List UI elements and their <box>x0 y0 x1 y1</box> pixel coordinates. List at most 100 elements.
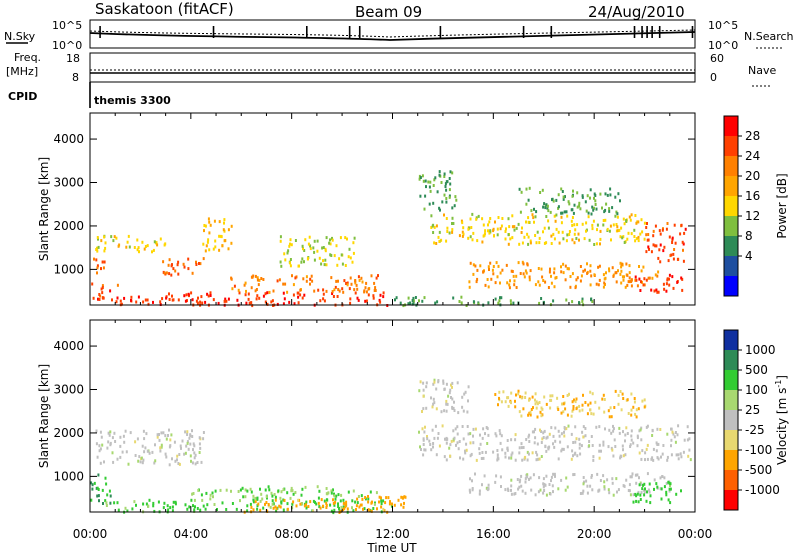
heatmap-cell <box>105 482 108 486</box>
heatmap-cell <box>512 274 515 278</box>
heatmap-cell <box>411 299 414 302</box>
heatmap-cell <box>608 267 610 271</box>
heatmap-cell <box>646 490 648 494</box>
heatmap-cell <box>104 246 107 250</box>
heatmap-cell <box>547 447 550 451</box>
heatmap-cell <box>535 406 538 410</box>
heatmap-cell <box>329 242 332 246</box>
heatmap-cell <box>668 481 671 485</box>
heatmap-cell <box>492 265 495 268</box>
heatmap-cell <box>346 281 349 285</box>
heatmap-cell <box>494 480 497 484</box>
heatmap-cell <box>112 239 115 243</box>
heatmap-cell <box>264 300 267 304</box>
heatmap-cell <box>510 492 513 496</box>
heatmap-cell <box>192 442 195 446</box>
heatmap-cell <box>607 409 610 413</box>
heatmap-cell <box>204 300 207 304</box>
heatmap-cell <box>630 213 633 217</box>
colorbar-tick-label: -500 <box>745 463 772 477</box>
heatmap-cell <box>520 474 523 478</box>
heatmap-cell <box>166 504 169 508</box>
heatmap-cell <box>539 428 541 432</box>
heatmap-cell <box>640 218 643 222</box>
heatmap-cell <box>96 455 99 459</box>
heatmap-cell <box>97 494 100 498</box>
heatmap-cell <box>571 223 574 227</box>
heatmap-cell <box>637 239 640 243</box>
heatmap-cell <box>593 243 596 246</box>
heatmap-cell <box>508 225 511 229</box>
heatmap-cell <box>659 260 662 264</box>
heatmap-cell <box>102 266 105 270</box>
heatmap-cell <box>456 381 459 385</box>
heatmap-cell <box>661 228 664 232</box>
colorbar-tick-label: 500 <box>745 363 768 377</box>
heatmap-cell <box>552 199 555 203</box>
heatmap-cell <box>566 267 569 271</box>
heatmap-cell <box>151 450 154 454</box>
heatmap-cell <box>373 502 376 506</box>
heatmap-cell <box>128 245 131 249</box>
heatmap-cell <box>344 264 347 267</box>
heatmap-cell <box>272 289 275 293</box>
heatmap-cell <box>205 244 208 248</box>
heatmap-cell <box>130 295 133 299</box>
heatmap-cell <box>659 476 662 480</box>
heatmap-cell <box>573 232 576 236</box>
colorbar-tick-label: 12 <box>745 209 760 223</box>
heatmap-cell <box>206 503 209 507</box>
heatmap-cell <box>384 501 387 505</box>
heatmap-cell <box>148 498 151 502</box>
heatmap-cell <box>301 502 303 505</box>
heatmap-cell <box>433 401 436 405</box>
heatmap-cell <box>145 502 148 506</box>
heatmap-cell <box>546 206 549 210</box>
heatmap-cell <box>519 210 522 214</box>
heatmap-cell <box>629 443 632 447</box>
heatmap-cell <box>634 239 637 243</box>
heatmap-cell <box>595 425 598 429</box>
heatmap-cell <box>510 269 513 273</box>
heatmap-cell <box>97 237 99 241</box>
heatmap-cell <box>497 301 500 305</box>
heatmap-cell <box>176 454 179 458</box>
heatmap-cell <box>497 403 499 407</box>
heatmap-cell <box>676 257 679 261</box>
heatmap-cell <box>525 220 527 224</box>
heatmap-cell <box>333 503 336 507</box>
heatmap-cell <box>643 221 646 225</box>
heatmap-cell <box>513 279 516 283</box>
heatmap-cell <box>370 274 373 278</box>
heatmap-cell <box>582 489 585 493</box>
velocity-colorbar-label-main: Velocity [m s <box>775 388 789 465</box>
heatmap-cell <box>662 444 665 447</box>
heatmap-cell <box>543 489 546 492</box>
heatmap-cell <box>574 286 577 290</box>
heatmap-cell <box>91 483 94 487</box>
heatmap-cell <box>547 286 550 289</box>
colorbar-tick-label: 100 <box>745 383 768 397</box>
heatmap-cell <box>528 275 531 279</box>
heatmap-cell <box>195 260 197 264</box>
heatmap-cell <box>603 487 606 491</box>
heatmap-cell <box>660 487 663 491</box>
heatmap-cell <box>672 252 675 256</box>
heatmap-cell <box>251 304 254 308</box>
heatmap-cell <box>231 287 234 291</box>
colorbar-swatch <box>724 156 738 177</box>
heatmap-cell <box>474 472 476 476</box>
heatmap-cell <box>560 265 562 269</box>
heatmap-cell <box>521 489 524 493</box>
heatmap-cell <box>190 459 192 463</box>
heatmap-cell <box>576 454 579 458</box>
heatmap-cell <box>419 194 422 198</box>
velocity-ylabel: Slant Range [km] <box>37 364 51 468</box>
heatmap-cell <box>133 246 136 249</box>
heatmap-cell <box>320 262 323 266</box>
heatmap-cell <box>164 434 167 438</box>
heatmap-cell <box>538 241 541 245</box>
heatmap-cell <box>221 501 224 505</box>
heatmap-cell <box>104 476 107 480</box>
heatmap-cell <box>230 489 232 493</box>
